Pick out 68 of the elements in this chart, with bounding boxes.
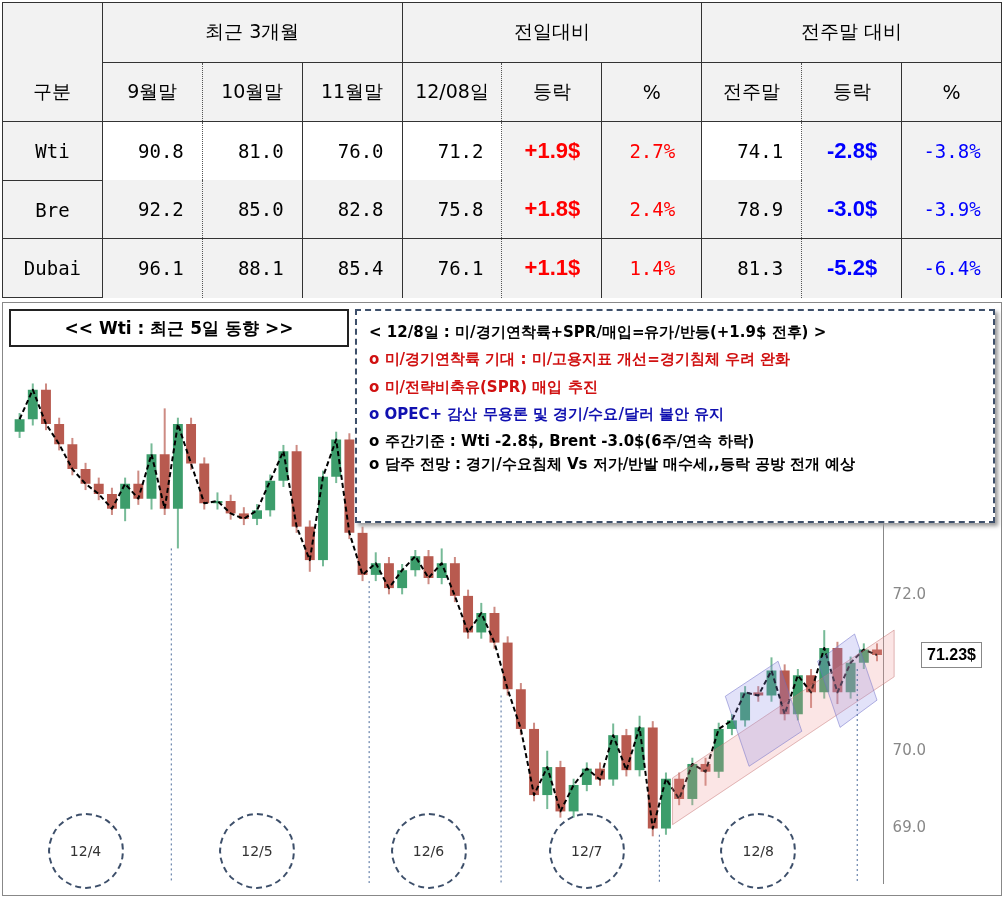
y-tick-label: 70.0 xyxy=(892,740,927,759)
text: 81.3 xyxy=(737,257,784,280)
text: 71.23$ xyxy=(921,642,982,669)
category-label: 9월말 xyxy=(102,62,203,122)
category-label: Wti xyxy=(35,140,70,162)
text: +1.8$ xyxy=(524,196,581,222)
category-label: 전주말 xyxy=(701,62,802,122)
annotation: o 미/전략비축유(SPR) 매입 추진 xyxy=(369,376,599,398)
category-label: 등락 xyxy=(801,62,902,122)
category-label: 10월말 xyxy=(202,62,303,122)
text: 90.8 xyxy=(138,140,184,163)
candlestick xyxy=(14,412,25,439)
candlestick xyxy=(726,713,737,737)
text: 81.0 xyxy=(237,140,284,163)
text: 88.1 xyxy=(237,257,284,280)
category-label: 구분 xyxy=(2,2,103,122)
text: -3.9% xyxy=(923,198,981,221)
text: 71.2 xyxy=(437,140,484,163)
text: 82.8 xyxy=(337,198,384,221)
text: 최근 3개월 xyxy=(102,2,403,63)
text: -5.2$ xyxy=(826,255,878,281)
candlestick xyxy=(54,416,65,452)
text: +1.9$ xyxy=(524,138,581,164)
annotation: 12/6 xyxy=(390,813,467,889)
text: -3.8% xyxy=(923,140,981,163)
annotation: 12/7 xyxy=(548,813,625,889)
text: 76.1 xyxy=(437,257,484,280)
text: 92.2 xyxy=(138,198,184,221)
text: 78.9 xyxy=(737,198,784,221)
text: 75.8 xyxy=(437,198,484,221)
candlestick xyxy=(397,562,408,596)
candlestick xyxy=(252,503,262,527)
annotation: 12/5 xyxy=(219,813,296,889)
annotation: o 미/경기연착륙 기대 : 미/고용지표 개선=경기침체 우려 완화 xyxy=(369,349,792,371)
category-label: % xyxy=(601,62,702,122)
candlestick xyxy=(225,493,236,521)
candlestick xyxy=(581,761,592,793)
annotation: 12/8 xyxy=(720,813,797,889)
text: 96.1 xyxy=(138,257,184,280)
text: 1.4% xyxy=(629,257,676,280)
candlestick xyxy=(93,476,104,502)
category-label: Bre xyxy=(35,198,70,221)
text: 전주말 대비 xyxy=(701,2,1002,63)
y-tick-label: 72.0 xyxy=(892,585,927,603)
text: -6.4% xyxy=(923,257,981,280)
text: 76.0 xyxy=(337,140,384,163)
text: -2.8$ xyxy=(826,138,878,164)
y-tick-label: 69.0 xyxy=(892,818,927,837)
text: 85.4 xyxy=(337,257,384,280)
title-box: << Wti : 최근 5일 동향 >> xyxy=(9,309,349,347)
category-label: Dubai xyxy=(23,257,82,280)
text: 85.0 xyxy=(237,198,284,221)
annotation: < 12/8일 : 미/경기연착륙+SPR/매입=유가/반등(+1.9$ 전후) > xyxy=(369,322,828,343)
text: +1.1$ xyxy=(524,255,581,281)
annotation: o 주간기준 : Wti -2.8$, Brent -3.0$(6주/연속 하락) xyxy=(369,431,756,452)
annotation: o 담주 전망 : 경기/수요침체 Vs 저가/반발 매수세,,등락 공방 전개 예상 xyxy=(369,454,857,476)
annotation: 12/4 xyxy=(47,813,124,889)
category-label: 11월말 xyxy=(302,62,403,122)
text: 74.1 xyxy=(737,140,784,163)
category-label: % xyxy=(901,62,1002,122)
text: 전일대비 xyxy=(402,2,702,63)
candlestick xyxy=(858,642,869,671)
text: -3.0$ xyxy=(826,196,878,222)
annotation: o OPEC+ 감산 무용론 및 경기/수요/달러 불안 유지 xyxy=(369,403,726,425)
category-label: 등락 xyxy=(501,62,602,122)
category-label: 12/08일 xyxy=(402,62,502,122)
text: 2.4% xyxy=(629,198,676,221)
text: 2.7% xyxy=(629,140,676,163)
